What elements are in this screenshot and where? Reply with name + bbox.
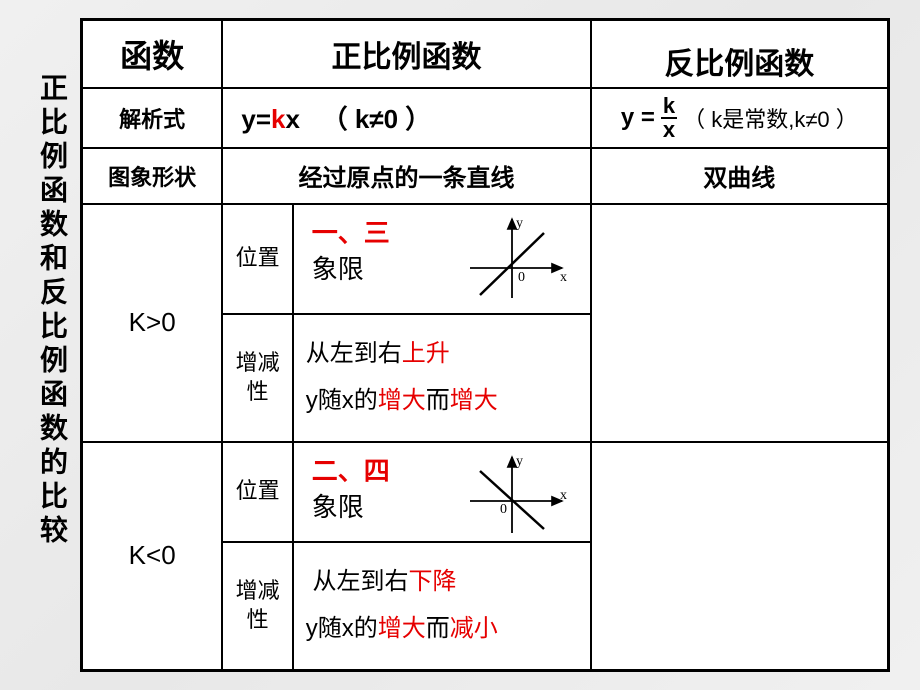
kneg-trend-line2: y随x的增大而减小 <box>306 609 578 650</box>
kneg-inverse-empty <box>591 442 889 671</box>
origin-1: 0 <box>518 270 525 285</box>
trend-label-2: 增减性 <box>222 542 292 671</box>
kpos-t2-r1: 增大 <box>378 387 426 414</box>
formula-post: x <box>285 104 299 134</box>
graph-kneg: y x 0 <box>462 451 572 537</box>
proportional-shape: 经过原点的一条直线 <box>222 148 590 204</box>
kneg-trend-line1: 从左到右下降 <box>306 562 578 603</box>
axis-x-1: x <box>560 270 567 285</box>
kpos-quad-suffix: 象限 <box>312 254 364 284</box>
row-label-expression: 解析式 <box>82 88 223 148</box>
page-title: 正比例函数和反比例函数的比较 <box>20 18 80 672</box>
kneg-t2-pre: y随x的 <box>306 615 378 642</box>
inv-formula-pre: y = <box>621 104 655 132</box>
header-proportional: 正比例函数 <box>222 20 590 88</box>
k-positive-label: K>0 <box>82 204 223 442</box>
inv-formula-top: k <box>661 95 677 119</box>
header-function: 函数 <box>82 20 223 88</box>
kpos-position-cell: 一、三 象限 y x 0 <box>293 204 591 314</box>
inverse-formula: y = k x （ k是常数,k≠0 ） <box>591 88 889 148</box>
kneg-t2-r2: 减小 <box>450 615 498 642</box>
comparison-table: 函数 正比例函数 反比例函数 解析式 y=kx （ k≠0 ） y = k x … <box>80 18 890 672</box>
kpos-t1-pre: 从左到右 <box>306 340 402 367</box>
kneg-quad-suffix: 象限 <box>312 492 364 522</box>
inv-formula-cond: （ k是常数,k≠0 ） <box>683 102 858 134</box>
kpos-t1-red: 上升 <box>402 340 450 367</box>
kneg-t2-mid: 而 <box>426 615 450 642</box>
kneg-t1-red: 下降 <box>408 568 456 595</box>
kpos-t2-mid: 而 <box>426 387 450 414</box>
kpos-inverse-empty <box>591 204 889 442</box>
kpos-t2-pre: y随x的 <box>306 387 378 414</box>
inv-formula-bot: x <box>661 119 677 141</box>
kneg-quadrants: 二、四 <box>312 456 390 486</box>
kpos-trend-line2: y随x的增大而增大 <box>306 381 578 422</box>
k-negative-label: K<0 <box>82 442 223 671</box>
origin-2: 0 <box>500 502 507 517</box>
position-label-1: 位置 <box>222 204 292 314</box>
axis-y-2: y <box>516 454 523 469</box>
kpos-quadrants: 一、三 <box>312 218 390 248</box>
header-inverse: 反比例函数 <box>591 20 889 88</box>
kpos-t2-r2: 增大 <box>450 387 498 414</box>
proportional-formula: y=kx （ k≠0 ） <box>222 88 590 148</box>
formula-pre: y= <box>241 104 271 134</box>
position-label-2: 位置 <box>222 442 292 542</box>
graph-kpos: y x 0 <box>462 213 572 303</box>
axis-x-2: x <box>560 488 567 503</box>
kpos-trend-line1: 从左到右上升 <box>306 334 578 375</box>
row-label-shape: 图象形状 <box>82 148 223 204</box>
axis-y-1: y <box>516 216 523 231</box>
trend-label-1: 增减性 <box>222 314 292 442</box>
kneg-t1-pre: 从左到右 <box>312 568 408 595</box>
formula-cond: （ k≠0 ） <box>322 104 432 134</box>
kneg-position-cell: 二、四 象限 y x 0 <box>293 442 591 542</box>
kneg-t2-r1: 增大 <box>378 615 426 642</box>
inverse-shape: 双曲线 <box>591 148 889 204</box>
formula-k: k <box>271 104 285 134</box>
kneg-trend-cell: 从左到右下降 y随x的增大而减小 <box>293 542 591 671</box>
kpos-trend-cell: 从左到右上升 y随x的增大而增大 <box>293 314 591 442</box>
